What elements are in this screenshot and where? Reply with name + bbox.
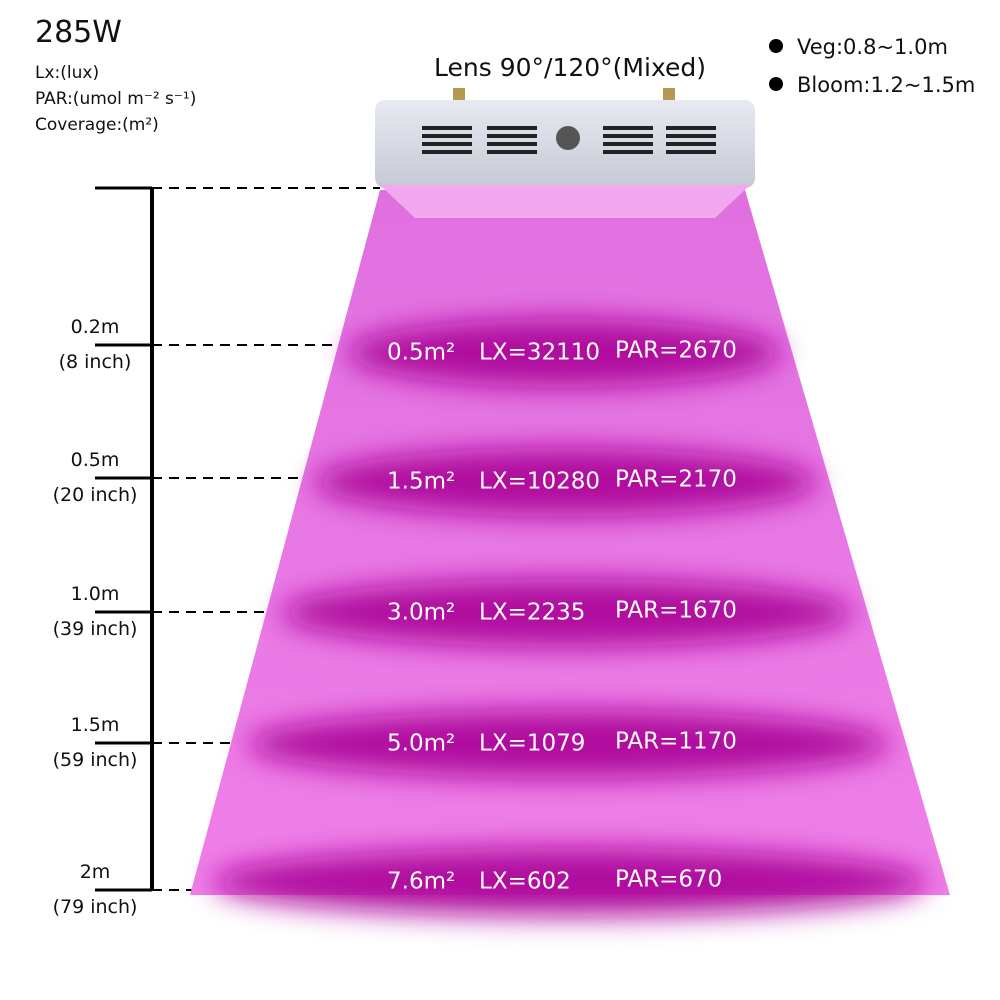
height: 1.0m xyxy=(71,583,120,605)
lx: LX=602 xyxy=(479,869,571,895)
par: PAR=670 xyxy=(615,867,722,893)
par: PAR=1670 xyxy=(615,598,737,624)
coverage: 3.0m² xyxy=(387,600,455,626)
height: 2m xyxy=(80,861,111,883)
bullet xyxy=(769,39,783,53)
par: PAR=1170 xyxy=(615,729,737,755)
glow xyxy=(314,448,817,516)
glow xyxy=(212,848,928,916)
glow xyxy=(247,710,890,778)
height: 1.5m xyxy=(71,714,120,736)
legend-line: Lx:(lux) xyxy=(35,63,99,83)
inches: (20 inch) xyxy=(53,484,138,506)
glows xyxy=(212,319,928,916)
lx: LX=1079 xyxy=(479,731,585,757)
legend-line: Coverage:(m²) xyxy=(35,115,159,135)
levels: 0.2m (8 inch) 0.5m² LX=32110 PAR=2670 0.5m (20… xyxy=(53,316,737,918)
bullet xyxy=(769,77,783,91)
glow xyxy=(347,319,781,387)
par: PAR=2170 xyxy=(615,467,737,493)
lx: LX=10280 xyxy=(479,469,600,495)
legend-line: PAR:(umol m⁻² s⁻¹) xyxy=(35,89,196,109)
inches: (39 inch) xyxy=(53,618,138,640)
coverage: 1.5m² xyxy=(387,469,455,495)
mode: Veg:0.8~1.0m xyxy=(797,35,948,59)
inches: (59 inch) xyxy=(53,749,138,771)
par: PAR=2670 xyxy=(615,338,737,364)
coverage: 5.0m² xyxy=(387,731,455,757)
height: 0.5m xyxy=(71,449,120,471)
light-cone xyxy=(190,190,950,895)
coverage: 0.5m² xyxy=(387,340,455,366)
lx: LX=2235 xyxy=(479,600,585,626)
lens-label: Lens 90°/120°(Mixed) xyxy=(434,53,706,82)
mode: Bloom:1.2~1.5m xyxy=(797,73,975,97)
height: 0.2m xyxy=(71,316,120,338)
glow xyxy=(281,579,853,647)
inches: (8 inch) xyxy=(59,351,132,373)
coverage: 7.6m² xyxy=(387,869,455,895)
inches: (79 inch) xyxy=(53,896,138,918)
lx: LX=32110 xyxy=(479,340,600,366)
title: 285W xyxy=(35,15,122,50)
lamp xyxy=(375,88,755,218)
